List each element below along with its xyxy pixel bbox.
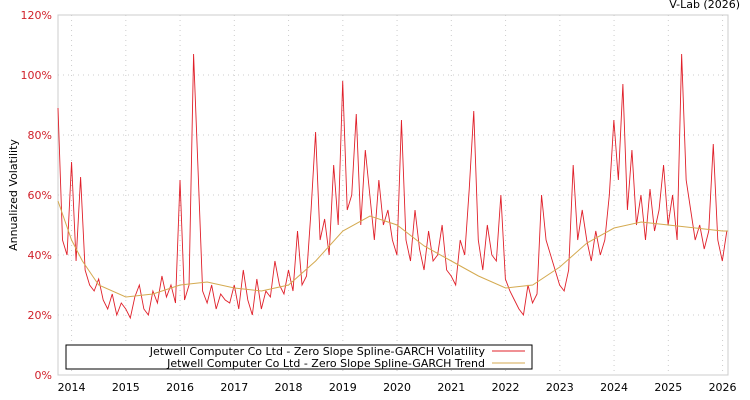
x-tick-label: 2015 <box>112 381 140 394</box>
y-axis-label: Annualized Volatility <box>7 139 20 251</box>
x-axis: 2014 2015 2016 2017 2018 2019 2020 2021 2022 2023… <box>58 381 737 394</box>
plot-frame <box>57 14 729 376</box>
x-tick-label: 2023 <box>546 381 574 394</box>
y-tick-label: 20% <box>28 309 52 322</box>
x-tick-label: 2016 <box>166 381 194 394</box>
legend-label-volatility: Jetwell Computer Co Ltd - Zero Slope Spl… <box>149 345 486 358</box>
y-tick-label: 0% <box>35 369 52 382</box>
trend-line <box>57 200 728 298</box>
y-axis: 0% 20% 40% 60% 80% 100% 120% <box>21 9 52 382</box>
legend-label-trend: Jetwell Computer Co Ltd - Zero Slope Spl… <box>166 357 485 370</box>
grid <box>58 14 728 376</box>
y-tick-label: 120% <box>21 9 52 22</box>
x-tick-label: 2019 <box>329 381 357 394</box>
x-tick-label: 2018 <box>275 381 303 394</box>
x-tick-label: 2020 <box>383 381 411 394</box>
series-group <box>57 53 728 320</box>
y-tick-label: 100% <box>21 69 52 82</box>
x-tick-label: 2021 <box>437 381 465 394</box>
volatility-line <box>57 53 728 320</box>
x-tick-label: 2026 <box>709 381 737 394</box>
y-tick-label: 80% <box>28 129 52 142</box>
x-tick-label: 2014 <box>58 381 86 394</box>
credit-label: V-Lab (2026) <box>669 0 740 11</box>
y-tick-label: 40% <box>28 249 52 262</box>
legend: Jetwell Computer Co Ltd - Zero Slope Spl… <box>65 344 533 370</box>
x-tick-label: 2025 <box>654 381 682 394</box>
y-tick-label: 60% <box>28 189 52 202</box>
x-tick-label: 2024 <box>600 381 628 394</box>
x-tick-label: 2022 <box>492 381 520 394</box>
x-tick-label: 2017 <box>220 381 248 394</box>
